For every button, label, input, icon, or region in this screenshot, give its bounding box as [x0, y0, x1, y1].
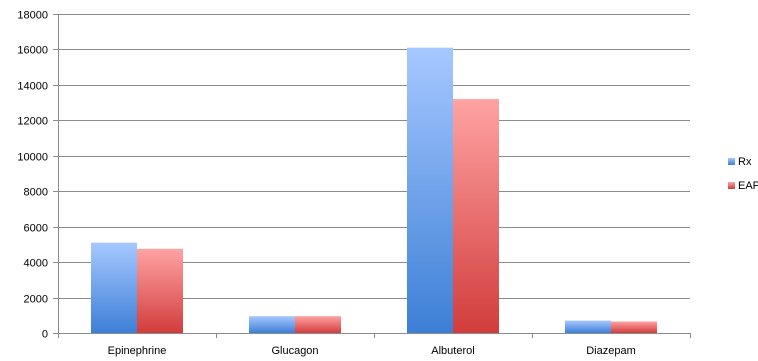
y-tick-label: 0	[42, 329, 48, 341]
bar-rx-glucagon	[249, 316, 295, 333]
x-tick-label: Albuterol	[431, 345, 474, 357]
bar-rx-epinephrine	[91, 242, 137, 333]
y-axis: 0 2000 4000 6000 8000 10000 12000 14000 16000 180…	[17, 10, 59, 341]
y-tick-label: 6000	[24, 223, 48, 235]
legend-swatch-eap	[728, 182, 735, 189]
bar-rx-albuterol	[407, 47, 453, 334]
bar-eap-diazepam	[611, 321, 657, 333]
y-tick-label: 8000	[24, 187, 48, 199]
legend-label-eap: EAP	[738, 180, 758, 192]
y-tick-label: 12000	[17, 116, 48, 128]
y-tick-label: 4000	[24, 258, 48, 270]
legend-label-rx: Rx	[738, 156, 752, 168]
bar-eap-albuterol	[453, 99, 499, 333]
bar-eap-epinephrine	[137, 248, 183, 333]
y-tick-label: 14000	[17, 81, 48, 93]
y-tick-label: 18000	[17, 10, 48, 22]
x-tick-label: Glucagon	[271, 345, 318, 357]
y-tick-label: 2000	[24, 294, 48, 306]
y-tick-label: 16000	[17, 45, 48, 57]
x-axis: Epinephrine Glucagon Albuterol Diazepam	[58, 333, 691, 357]
bar-eap-glucagon	[295, 316, 341, 333]
bars	[91, 47, 657, 334]
x-tick-label: Epinephrine	[108, 345, 167, 357]
legend-swatch-rx	[728, 158, 735, 165]
y-tick-label: 10000	[17, 152, 48, 164]
x-tick-label: Diazepam	[586, 345, 636, 357]
legend: Rx EAP	[728, 156, 758, 192]
bar-rx-diazepam	[565, 320, 611, 333]
